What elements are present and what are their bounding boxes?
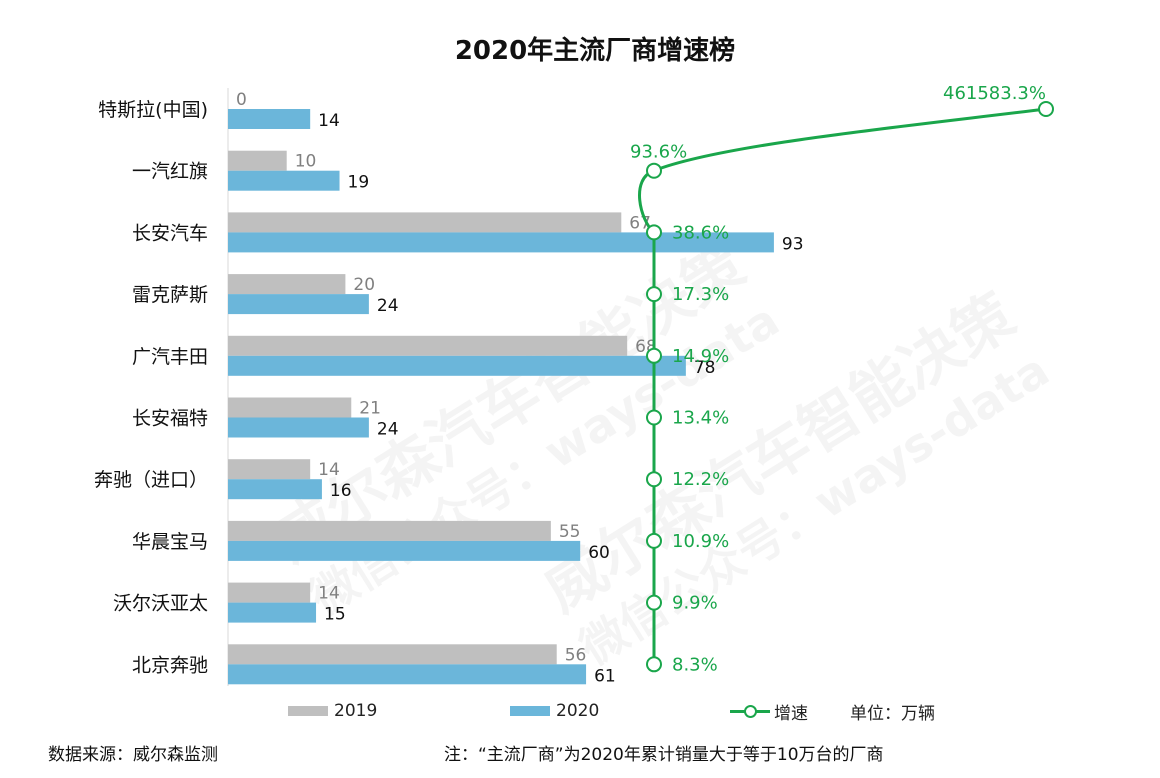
growth-marker [646,471,662,488]
growth-label: 14.9% [672,346,729,367]
bar-2019 [228,212,622,233]
growth-label: 13.4% [672,408,729,429]
legend-label-growth: 增速 [774,703,808,724]
bar-2020 [228,109,311,129]
data-label-2020: 16 [330,481,352,501]
legend-swatch-2019 [288,706,328,716]
data-label-2020: 24 [377,296,399,316]
data-label-2019: 55 [559,522,581,542]
data-label-2019: 14 [318,460,340,480]
category-label: 长安福特 [132,408,208,430]
category-label: 广汽丰田 [132,346,208,368]
data-source: 数据来源：威尔森监测 [48,745,218,765]
legend-swatch-growth [730,705,770,718]
growth-label: 17.3% [672,284,729,305]
data-label-2019: 14 [318,584,340,604]
legend-item-growth: 增速 [730,700,808,724]
growth-marker [646,347,662,364]
data-label-2020: 24 [377,420,399,440]
chart-title: 2020年主流厂商增速榜 [454,36,736,66]
data-label-2020: 93 [782,234,804,254]
bar-2020 [228,170,340,191]
bar-2020 [228,232,774,253]
growth-label: 12.2% [672,469,729,490]
footnote: 注：“主流厂商”为2020年累计销量大于等于10万台的厂商 [444,745,884,765]
data-label-2019: 10 [295,152,317,172]
growth-marker [1038,101,1054,117]
legend-swatch-2020 [510,706,550,716]
bar-2019 [228,335,628,356]
growth-marker [646,162,662,179]
growth-label: 38.6% [672,222,729,243]
bar-2020 [228,417,369,438]
data-label-2020: 19 [348,173,370,193]
bar-2019 [228,459,311,480]
data-label-2019: 20 [353,275,375,295]
data-label-2019: 21 [359,399,381,419]
category-label: 一汽红旗 [132,161,208,183]
bar-2019 [228,274,346,295]
data-label-2020: 61 [594,666,616,686]
category-label: 奔驰（进口） [94,469,208,491]
growth-label: 461583.3% [943,83,1046,104]
bar-2020 [228,355,686,376]
bar-2020 [228,540,581,561]
growth-label: 8.3% [672,654,718,675]
bar-2020 [228,602,317,623]
growth-marker [646,656,662,673]
data-label-2020: 14 [318,111,340,131]
category-label: 北京奔驰 [132,654,208,676]
bar-2020 [228,479,322,500]
legend-label-2019: 2019 [334,701,378,721]
bar-2019 [228,397,352,418]
bar-2019 [228,644,557,665]
bar-2019 [228,520,551,541]
data-label-2019: 0 [236,90,247,110]
growth-label: 93.6% [630,142,687,163]
bar-2019 [228,582,311,603]
growth-marker [646,409,662,426]
data-label-2020: 15 [324,605,346,625]
category-label: 雷克萨斯 [132,284,208,306]
category-label: 长安汽车 [132,222,208,244]
category-label: 特斯拉(中国) [98,99,208,121]
bar-2020 [228,294,369,315]
unit-label-text: 单位：万辆 [850,703,935,724]
bar-2020 [228,664,587,685]
legend-item-2020: 2020 [510,700,599,722]
growth-label: 10.9% [672,531,729,552]
legend-item-2019: 2019 [288,700,377,722]
category-label: 华晨宝马 [132,531,208,553]
category-label: 沃尔沃亚太 [113,593,208,615]
growth-marker [646,532,662,549]
data-label-2020: 78 [694,358,716,378]
bar-2019 [228,150,287,171]
growth-marker [646,224,662,241]
data-label-2020: 60 [588,543,610,563]
growth-marker [646,286,662,303]
data-label-2019: 56 [565,645,587,665]
growth-label: 9.9% [672,593,718,614]
unit-label: 单位：万辆 [850,700,935,724]
growth-marker [646,594,662,611]
legend-label-2020: 2020 [556,701,600,721]
